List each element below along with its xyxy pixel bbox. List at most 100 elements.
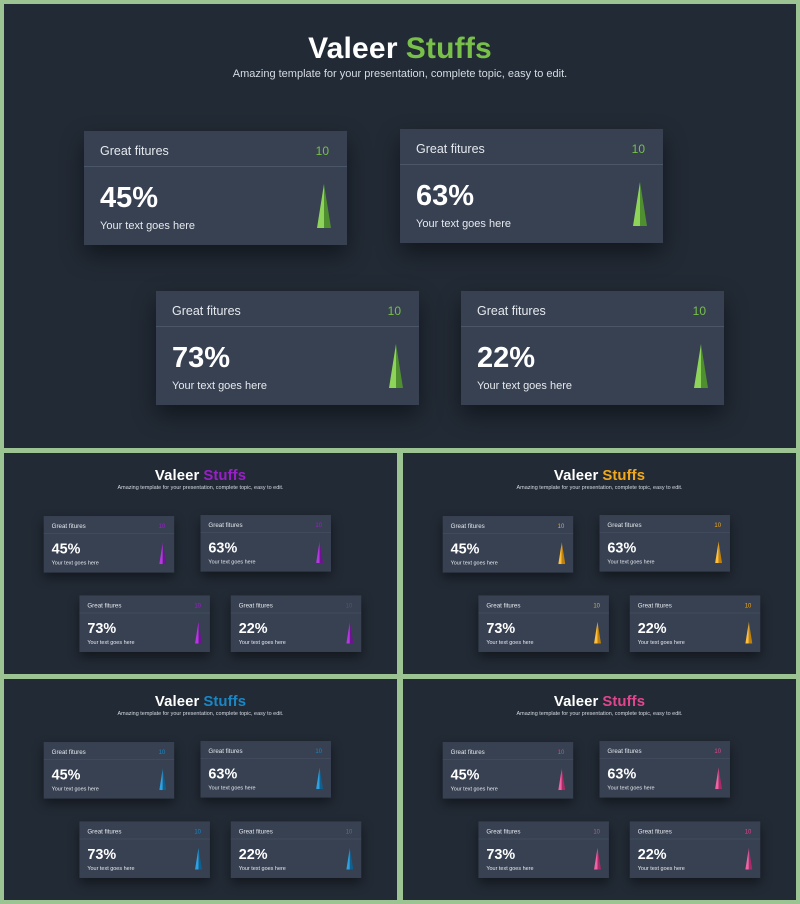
spike-icon (159, 768, 167, 791)
stat-card: Great fitures 10 63% Your text goes here (200, 741, 331, 798)
card-label: Great fitures (238, 601, 273, 609)
spike-icon (715, 541, 723, 564)
card-count: 10 (315, 521, 323, 529)
slide-subtitle: Amazing template for your presentation, … (117, 484, 284, 491)
title-accent: Stuffs (602, 466, 646, 484)
card-label: Great fitures (450, 748, 485, 756)
card-header: Great fitures 10 (442, 742, 574, 760)
spike-icon (195, 847, 202, 870)
title-main: Valeer (154, 466, 200, 484)
card-header: Great fitures 10 (629, 595, 761, 614)
card-text: Your text goes here (607, 785, 655, 792)
slide-orange: Valeer Stuffs Amazing template for your p… (403, 453, 796, 674)
card-value: 73% (486, 846, 516, 863)
card-count: 10 (692, 304, 706, 318)
card-value: 22% (238, 620, 268, 637)
card-count: 10 (345, 601, 353, 609)
card-value: 73% (172, 342, 231, 374)
card-value: 63% (208, 766, 238, 783)
card-count: 10 (593, 601, 600, 609)
stat-card: Great fitures 10 63% Your text goes here (599, 515, 730, 572)
title-accent: Stuffs (203, 692, 247, 710)
card-header: Great fitures 10 (230, 821, 362, 840)
card-count: 10 (315, 144, 329, 158)
spike-icon (594, 847, 601, 870)
card-value: 45% (51, 767, 81, 784)
slide-title: Valeer Stuffs (4, 467, 397, 484)
title-main: Valeer (553, 466, 599, 484)
stat-card: Great fitures 10 45% Your text goes here (43, 516, 175, 573)
card-label: Great fitures (637, 827, 672, 835)
card-label: Great fitures (172, 304, 241, 318)
card-count: 10 (387, 304, 401, 318)
stat-card: Great fitures 10 73% Your text goes here (478, 595, 609, 652)
card-label: Great fitures (51, 748, 86, 756)
title-accent: Stuffs (405, 32, 492, 65)
slide-title: Valeer Stuffs (403, 467, 796, 484)
slide-blue: Valeer Stuffs Amazing template for your p… (4, 679, 397, 900)
spike-icon (316, 541, 324, 564)
card-value: 63% (607, 540, 637, 557)
card-text: Your text goes here (172, 380, 267, 392)
card-count: 10 (557, 748, 565, 756)
card-value: 22% (637, 620, 667, 637)
spike-icon (558, 542, 566, 565)
card-text: Your text goes here (416, 218, 511, 230)
card-text: Your text goes here (87, 865, 135, 872)
card-text: Your text goes here (637, 639, 685, 646)
card-text: Your text goes here (607, 559, 655, 566)
spike-icon (715, 767, 723, 790)
spike-icon (195, 621, 202, 644)
spike-icon (316, 767, 324, 790)
card-header: Great fitures 10 (461, 291, 724, 327)
card-label: Great fitures (238, 827, 273, 835)
card-label: Great fitures (416, 142, 485, 156)
card-text: Your text goes here (51, 786, 99, 793)
card-header: Great fitures 10 (79, 821, 210, 840)
card-text: Your text goes here (87, 639, 135, 646)
card-count: 10 (744, 827, 752, 835)
card-value: 73% (486, 620, 516, 637)
slide-subtitle: Amazing template for your presentation, … (117, 710, 284, 717)
stat-card: Great fitures 10 63% Your text goes here (400, 129, 663, 243)
stat-card: Great fitures 10 45% Your text goes here (442, 742, 574, 799)
card-value: 22% (477, 342, 536, 374)
card-label: Great fitures (51, 522, 86, 530)
stat-card: Great fitures 10 63% Your text goes here (599, 741, 730, 798)
card-value: 45% (51, 541, 81, 558)
title-accent: Stuffs (203, 466, 247, 484)
stat-card: Great fitures 10 22% Your text goes here (230, 821, 362, 878)
card-count: 10 (714, 521, 722, 529)
stat-card: Great fitures 10 22% Your text goes here (629, 595, 761, 652)
card-label: Great fitures (87, 601, 122, 609)
card-text: Your text goes here (450, 786, 498, 793)
card-value: 22% (637, 846, 667, 863)
card-header: Great fitures 10 (200, 741, 331, 759)
spike-icon (558, 768, 566, 791)
stat-card: Great fitures 10 63% Your text goes here (200, 515, 331, 572)
card-label: Great fitures (607, 747, 642, 755)
spike-icon (389, 344, 403, 388)
card-text: Your text goes here (486, 865, 534, 872)
spike-icon (745, 621, 753, 644)
spike-icon (694, 344, 708, 388)
card-header: Great fitures 10 (599, 741, 730, 759)
card-text: Your text goes here (208, 785, 256, 792)
title-main: Valeer (154, 692, 200, 710)
spike-icon (317, 184, 331, 228)
card-label: Great fitures (450, 522, 485, 530)
card-label: Great fitures (637, 601, 672, 609)
slide-pink: Valeer Stuffs Amazing template for your p… (403, 679, 796, 900)
spike-icon (633, 182, 647, 226)
slide-subtitle: Amazing template for your presentation, … (516, 484, 683, 491)
card-value: 73% (87, 846, 117, 863)
card-value: 63% (208, 540, 238, 557)
spike-icon (745, 847, 753, 870)
card-text: Your text goes here (51, 560, 99, 567)
card-label: Great fitures (607, 521, 642, 529)
card-value: 45% (450, 767, 480, 784)
card-header: Great fitures 10 (478, 595, 609, 614)
card-header: Great fitures 10 (478, 821, 609, 840)
card-count: 10 (345, 827, 353, 835)
stat-card: Great fitures 10 73% Your text goes here (478, 821, 609, 878)
